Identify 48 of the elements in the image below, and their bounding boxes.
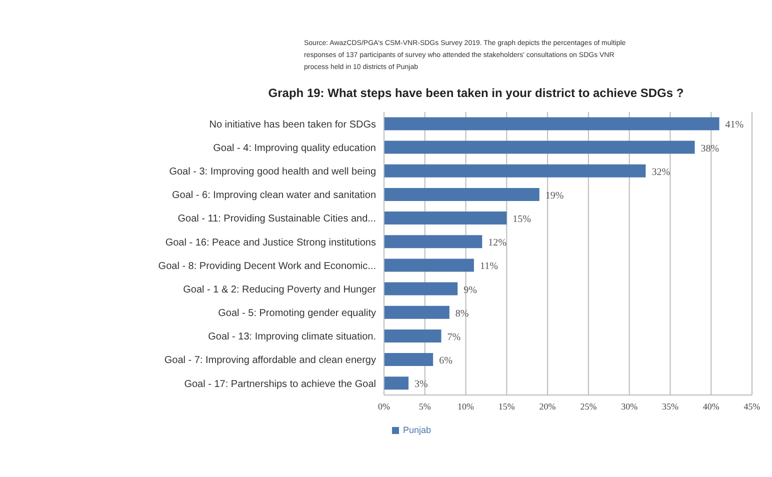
y-tick-label: Goal - 1 & 2: Reducing Poverty and Hunger — [183, 284, 377, 296]
x-tick-label: 35% — [662, 401, 679, 412]
data-label: 9% — [464, 284, 477, 296]
x-tick-label: 45% — [744, 401, 761, 412]
x-tick-label: 40% — [702, 401, 720, 412]
bar — [384, 212, 507, 225]
bar — [384, 188, 540, 201]
y-tick-label: Goal - 7: Improving affordable and clean energy — [164, 355, 376, 366]
y-tick-label: Goal - 3: Improving good health and well being — [169, 166, 376, 178]
bar — [384, 282, 458, 296]
bar — [384, 376, 409, 390]
y-tick-label: Goal - 13: Improving climate situation. — [208, 332, 376, 343]
y-tick-label: No initiative has been taken for SDGs — [209, 119, 376, 130]
bar — [384, 164, 646, 178]
x-tick-label: 25% — [580, 401, 598, 412]
y-tick-label: Goal - 17: Partnerships to achieve the Goal — [184, 378, 376, 390]
data-label: 8% — [455, 308, 469, 320]
x-tick-label: 5% — [418, 401, 432, 412]
y-tick-label: Goal - 6: Improving clean water and sanitation — [172, 190, 376, 202]
bar — [384, 140, 695, 154]
bar — [384, 117, 720, 130]
y-tick-label: Goal - 5: Promoting gender equality — [218, 308, 376, 320]
chart-title: Graph 19: What steps have been taken in your district to achieve SDGs ? — [267, 86, 685, 100]
x-tick-label: 0% — [378, 401, 390, 412]
data-label: 15% — [512, 214, 532, 226]
data-label: 3% — [414, 379, 428, 390]
x-tick-label: 10% — [458, 401, 475, 412]
data-label: 7% — [447, 332, 461, 343]
bar — [384, 258, 474, 272]
data-label: 6% — [439, 356, 452, 367]
x-tick-label: 15% — [498, 401, 516, 412]
data-label: 38% — [700, 143, 720, 154]
data-label: 32% — [652, 166, 670, 178]
bar — [384, 306, 450, 319]
data-label: 19% — [545, 190, 564, 202]
y-tick-label: Goal - 4: Improving quality education — [213, 142, 376, 154]
bar — [384, 353, 434, 366]
data-label: 41% — [725, 120, 744, 131]
x-tick-label: 30% — [621, 401, 638, 412]
y-tick-label: Goal - 11: Providing Sustainable Cities and... — [178, 214, 376, 225]
legend-label: Punjab — [403, 425, 432, 435]
data-label: 12% — [488, 238, 506, 249]
y-tick-label: Goal - 16: Peace and Justice Strong institutions — [165, 237, 376, 248]
y-tick-label: Goal - 8: Providing Decent Work and Economic... — [158, 260, 376, 272]
bar — [384, 235, 482, 248]
data-label: 11% — [480, 261, 498, 272]
bar — [384, 329, 442, 342]
x-tick-label: 20% — [539, 401, 556, 412]
